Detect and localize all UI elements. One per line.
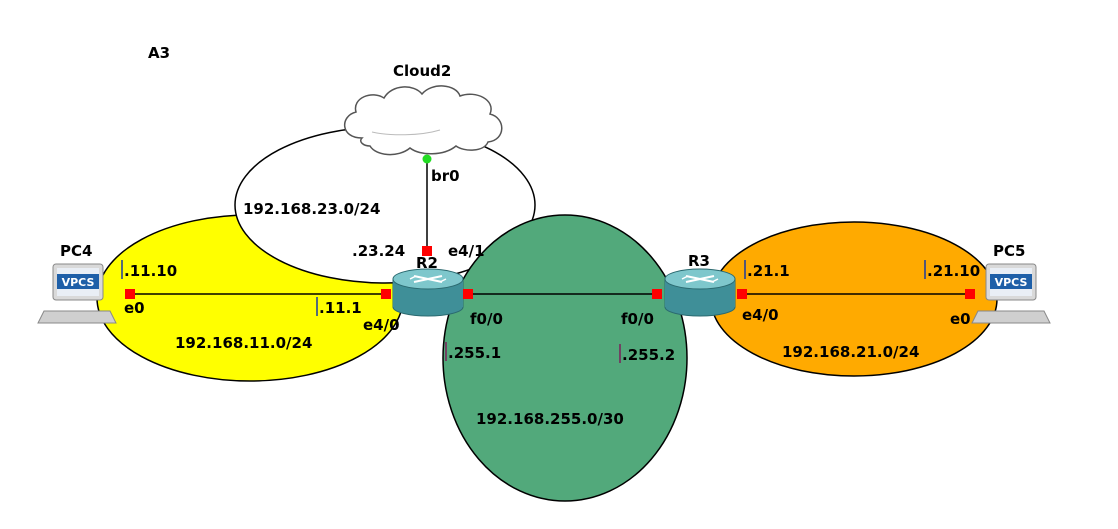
pc5-name-label: PC5 (993, 242, 1025, 260)
r3-router-icon[interactable] (664, 268, 736, 317)
r3-e40-ip-label: .21.1 (747, 262, 790, 280)
cloud-icon[interactable] (344, 85, 503, 156)
r2-e41-ip-label: .23.24 (352, 242, 405, 260)
network-label-255: 192.168.255.0/30 (476, 410, 624, 428)
pc5-laptop-icon[interactable] (971, 263, 1051, 324)
pc5-icon-text: VPCS (995, 276, 1028, 289)
r2-name-label: R2 (416, 254, 438, 272)
network-label-23: 192.168.23.0/24 (243, 200, 380, 218)
port-marker-r2-e40 (381, 289, 391, 299)
port-marker-r3-f00 (652, 289, 662, 299)
pc4-laptop-icon[interactable] (37, 263, 117, 324)
r3-e40-port-label: e4/0 (742, 306, 779, 324)
pc5-ip-label: .21.10 (927, 262, 980, 280)
pc4-ip-label: .11.10 (124, 262, 177, 280)
r2-e40-port-label: e4/0 (363, 316, 400, 334)
pc5-port-label: e0 (950, 310, 971, 328)
port-marker-pc5-e0 (965, 289, 975, 299)
port-marker-r2-e41 (422, 246, 432, 256)
r2-f00-ip-label: .255.1 (448, 344, 501, 362)
pc4-icon-text: VPCS (62, 276, 95, 289)
port-marker-cloud-br0 (422, 154, 432, 164)
network-label-21: 192.168.21.0/24 (782, 343, 919, 361)
r3-f00-port-label: f0/0 (621, 310, 654, 328)
r2-f00-port-label: f0/0 (470, 310, 503, 328)
r2-router-icon[interactable] (392, 268, 464, 317)
r3-name-label: R3 (688, 252, 710, 270)
r2-e40-ip-label: .11.1 (319, 299, 362, 317)
pc4-port-label: e0 (124, 299, 145, 317)
port-marker-r2-f00 (463, 289, 473, 299)
cloud-port-label: br0 (431, 167, 460, 185)
topology-title: A3 (148, 44, 170, 62)
pc4-name-label: PC4 (60, 242, 92, 260)
cloud-name-label: Cloud2 (393, 62, 451, 80)
port-marker-pc4-e0 (125, 289, 135, 299)
port-marker-r3-e40 (737, 289, 747, 299)
network-label-11: 192.168.11.0/24 (175, 334, 312, 352)
r2-e41-port-label: e4/1 (448, 242, 485, 260)
r3-f00-ip-label: .255.2 (622, 346, 675, 364)
network-ellipse-192-168-255 (442, 214, 688, 502)
